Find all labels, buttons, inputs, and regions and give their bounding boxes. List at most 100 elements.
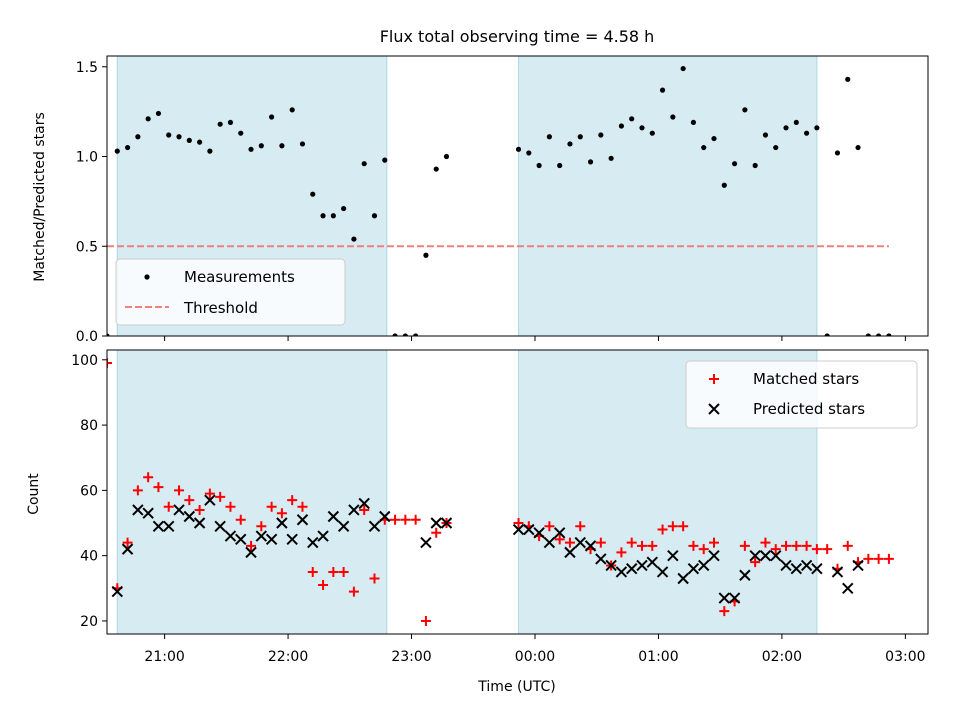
measurement-point bbox=[114, 148, 120, 154]
predicted-marker bbox=[718, 592, 731, 604]
predicted-marker bbox=[708, 549, 720, 562]
measurement-point bbox=[762, 132, 769, 138]
matched-marker bbox=[400, 514, 411, 525]
matched-marker bbox=[143, 472, 154, 483]
measurement-point bbox=[629, 116, 635, 122]
measurement-point bbox=[413, 333, 419, 336]
predicted-marker bbox=[842, 582, 854, 595]
matched-marker bbox=[770, 544, 781, 555]
matched-marker bbox=[698, 544, 709, 555]
measurement-point bbox=[876, 333, 882, 336]
matched-marker bbox=[359, 504, 370, 515]
matched-marker bbox=[256, 521, 267, 532]
matched-marker bbox=[760, 537, 771, 548]
predicted-marker bbox=[430, 517, 442, 529]
measurement-point bbox=[289, 107, 295, 113]
matched-marker bbox=[410, 514, 421, 525]
y-tick-label: 20 bbox=[80, 614, 98, 630]
measurement-point bbox=[793, 119, 799, 126]
measurement-point bbox=[217, 121, 223, 127]
legend-label-predicted: Predicted stars bbox=[753, 400, 865, 418]
matched-marker bbox=[348, 586, 359, 597]
measurement-point bbox=[670, 114, 676, 120]
predicted-marker bbox=[317, 530, 329, 542]
matched-marker bbox=[338, 566, 349, 577]
matched-marker bbox=[287, 495, 298, 506]
predicted-marker bbox=[523, 523, 535, 536]
measurement-point bbox=[351, 236, 357, 242]
predicted-marker bbox=[852, 559, 864, 572]
y-tick-label: 1.5 bbox=[76, 60, 98, 76]
legend-box bbox=[115, 258, 346, 326]
matched-marker bbox=[667, 521, 678, 532]
matched-marker bbox=[122, 537, 133, 548]
matched-marker bbox=[719, 606, 730, 617]
matched-marker bbox=[636, 540, 647, 551]
measurement-point bbox=[423, 252, 429, 258]
shaded-span bbox=[518, 55, 818, 337]
shaded-span bbox=[116, 349, 388, 635]
top-panel: 0.0 0.5 1.0 1.5 Measurements Threshold bbox=[76, 55, 929, 345]
x-tick-label: 22:00 bbox=[268, 649, 308, 665]
measurement-point bbox=[310, 191, 316, 197]
measurement-point bbox=[227, 119, 234, 126]
matched-marker bbox=[781, 540, 792, 551]
predicted-marker bbox=[265, 533, 278, 546]
predicted-marker bbox=[625, 563, 638, 575]
matched-marker bbox=[235, 514, 246, 525]
matched-marker bbox=[739, 540, 750, 551]
matched-marker bbox=[822, 544, 833, 555]
measurement-point bbox=[166, 132, 172, 138]
matched-marker bbox=[174, 485, 185, 496]
matched-marker bbox=[107, 358, 112, 369]
y-tick-label: 40 bbox=[80, 549, 98, 565]
matched-marker bbox=[194, 504, 205, 515]
matched-marker bbox=[184, 495, 195, 506]
predicted-marker bbox=[348, 504, 360, 516]
measurement-point bbox=[577, 134, 583, 140]
predicted-marker bbox=[214, 520, 226, 532]
matched-marker bbox=[328, 566, 339, 577]
matched-marker bbox=[132, 485, 143, 496]
predicted-marker bbox=[698, 559, 710, 572]
predicted-marker bbox=[183, 510, 196, 523]
legend-marker-matched bbox=[709, 374, 719, 384]
predicted-marker bbox=[831, 566, 844, 578]
y-tick-label: 0.0 bbox=[76, 329, 98, 345]
predicted-marker bbox=[759, 549, 772, 562]
matched-marker bbox=[626, 537, 637, 548]
matched-marker bbox=[688, 540, 699, 551]
predicted-marker bbox=[368, 520, 381, 532]
legend-label-measurements: Measurements bbox=[184, 268, 295, 286]
predicted-marker bbox=[132, 504, 144, 516]
measurement-point bbox=[886, 333, 892, 336]
measurement-point bbox=[361, 161, 367, 167]
measurement-point bbox=[680, 65, 686, 72]
measurement-point bbox=[207, 148, 213, 154]
measurement-point bbox=[536, 162, 542, 169]
measurement-point bbox=[269, 114, 275, 120]
predicted-marker bbox=[646, 556, 658, 568]
predicted-marker bbox=[276, 517, 288, 529]
matched-marker bbox=[307, 566, 318, 577]
measurement-point bbox=[176, 134, 182, 140]
legend-top: Measurements Threshold bbox=[115, 258, 346, 326]
predicted-marker bbox=[327, 510, 340, 523]
y-tick-label: 100 bbox=[71, 353, 98, 369]
measurement-point bbox=[299, 141, 306, 147]
predicted-marker bbox=[420, 536, 432, 549]
matched-marker bbox=[390, 514, 401, 525]
bottom-panel: 20 40 60 80 100 21:00 22:00 23:00 00:00 01:00 02:0… bbox=[71, 349, 929, 665]
predicted-marker bbox=[728, 592, 741, 604]
predicted-marker bbox=[615, 566, 628, 578]
measurement-point bbox=[824, 333, 830, 336]
legend-label-matched: Matched stars bbox=[753, 370, 859, 388]
predicted-marker bbox=[605, 559, 617, 572]
matched-marker bbox=[801, 540, 812, 551]
predicted-marker bbox=[358, 497, 370, 510]
chart-title: Flux total observing time = 4.58 h bbox=[380, 27, 655, 46]
legend-marker-measurements bbox=[144, 274, 150, 280]
matched-marker bbox=[709, 537, 720, 548]
matched-marker bbox=[513, 518, 524, 529]
